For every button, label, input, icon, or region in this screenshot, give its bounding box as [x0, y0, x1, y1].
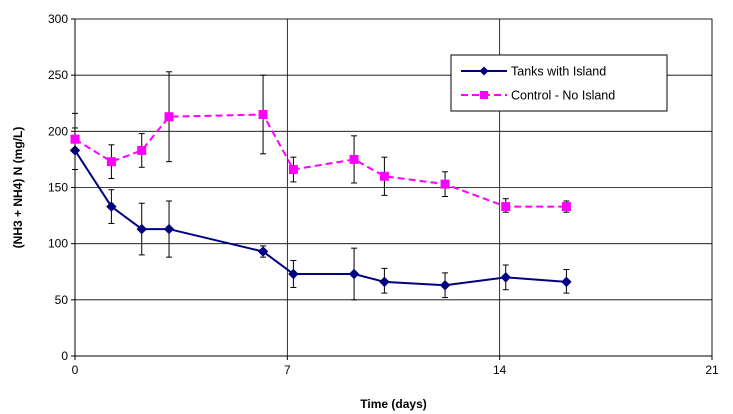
data-point — [106, 157, 116, 167]
x-tick-label: 21 — [705, 363, 719, 377]
data-point — [561, 276, 572, 288]
data-point — [163, 223, 175, 235]
legend-label: Control - No Island — [511, 89, 615, 103]
data-point — [70, 134, 80, 144]
y-tick-label: 200 — [48, 124, 68, 138]
y-tick-label: 100 — [48, 237, 68, 251]
legend-box — [450, 54, 668, 112]
y-tick-label: 250 — [48, 68, 68, 82]
data-point — [137, 145, 147, 155]
legend-marker — [480, 91, 488, 99]
data-point — [379, 276, 390, 288]
data-point — [136, 223, 147, 235]
data-point — [501, 202, 511, 212]
series-layer — [69, 71, 572, 301]
data-point — [379, 171, 389, 181]
data-point — [349, 154, 359, 164]
y-axis-ticks: 0 50 100 150 200 250 300 — [48, 12, 75, 363]
legend-marker — [479, 66, 489, 76]
data-point — [257, 246, 269, 257]
data-point — [288, 165, 298, 175]
x-tick-label: 14 — [493, 363, 507, 377]
y-axis-title: (NH3 + NH4) N (mg/L) — [11, 127, 25, 249]
x-tick-label: 7 — [284, 363, 291, 377]
data-point — [106, 201, 117, 212]
x-axis-title: Time (days) — [360, 397, 426, 411]
legend-label: Tanks with Island — [511, 65, 606, 79]
y-tick-label: 300 — [48, 12, 68, 26]
legend: Tanks with Island Control - No Island — [450, 54, 668, 112]
data-point — [348, 268, 360, 280]
data-point — [258, 109, 268, 119]
y-tick-label: 50 — [55, 293, 69, 307]
x-axis-ticks: 0 7 14 21 — [72, 356, 719, 377]
data-point — [439, 280, 451, 291]
x-tick-label: 0 — [72, 363, 79, 377]
data-point — [500, 272, 511, 283]
data-point — [164, 112, 174, 122]
series-2 — [70, 71, 571, 213]
data-point — [288, 268, 299, 280]
y-tick-label: 150 — [48, 181, 68, 195]
data-point — [561, 202, 571, 212]
y-tick-label: 0 — [61, 349, 68, 363]
data-point — [440, 179, 450, 189]
